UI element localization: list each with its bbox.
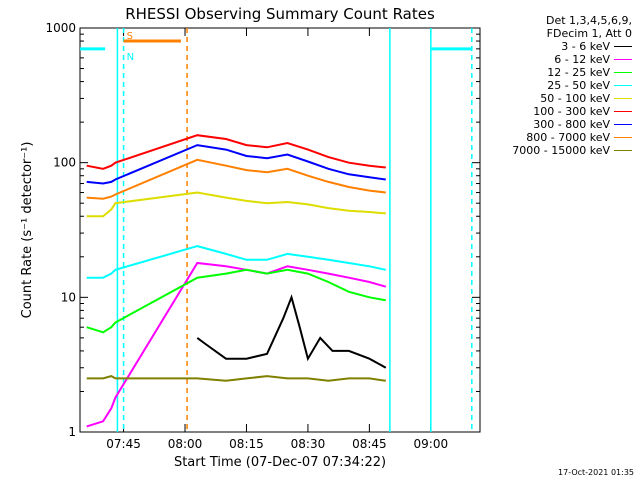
series-line: [86, 158, 386, 200]
legend-header-line-1: Det 1,3,4,5,6,9,: [545, 14, 632, 27]
x-axis-label: Start Time (07-Dec-07 07:34:22): [174, 455, 386, 470]
x-tick-label: 09:00: [414, 437, 449, 451]
series-line: [86, 134, 386, 170]
legend-label: 800 - 7000 keV: [526, 131, 610, 144]
interval-label: S: [127, 31, 133, 42]
x-tick-label: 07:45: [106, 437, 141, 451]
legend-label: 25 - 50 keV: [547, 79, 610, 92]
legend-entry: 300 - 800 keV: [470, 118, 638, 131]
x-tick-label: 08:45: [352, 437, 387, 451]
legend-label: 300 - 800 keV: [533, 118, 610, 131]
x-tick-label: 08:15: [229, 437, 264, 451]
legend-label: 12 - 25 keV: [547, 66, 610, 79]
legend-header-line-2: FDecim 1, Att 0: [546, 27, 632, 40]
y-axis-label: Count Rate (s⁻¹ detector⁻¹): [20, 142, 35, 319]
legend-swatch: [614, 150, 632, 151]
legend-entry: 100 - 300 keV: [470, 105, 638, 118]
legend-entry: 50 - 100 keV: [470, 92, 638, 105]
legend: Det 1,3,4,5,6,9, FDecim 1, Att 0 3 - 6 k…: [470, 14, 638, 157]
y-tick-label: 1000: [45, 21, 76, 35]
legend-entry: 12 - 25 keV: [470, 66, 638, 79]
series-line: [86, 245, 387, 279]
x-tick-label: 08:00: [168, 437, 203, 451]
interval-label: N: [127, 52, 134, 63]
series-lines: [86, 134, 387, 428]
legend-entry: 6 - 12 keV: [470, 53, 638, 66]
legend-entries: 3 - 6 keV 6 - 12 keV 12 - 25 keV 25 - 50 ke…: [470, 40, 638, 157]
chart-title: RHESSI Observing Summary Count Rates: [125, 5, 435, 23]
plot-area: [79, 27, 481, 433]
time-intervals: SN: [80, 28, 473, 432]
legend-swatch: [614, 111, 632, 112]
legend-label: 50 - 100 keV: [540, 92, 610, 105]
legend-entry: 3 - 6 keV: [470, 40, 638, 53]
axis-ticks: 07:45 08:00 08:15 08:30 08:45 09:00 1 10 100 1000: [45, 21, 480, 451]
y-tick-label: 100: [53, 156, 76, 170]
legend-swatch: [614, 46, 632, 47]
legend-swatch: [614, 59, 632, 60]
legend-label: 3 - 6 keV: [561, 40, 610, 53]
y-tick-label: 10: [61, 290, 76, 304]
series-line: [86, 144, 386, 185]
series-line: [86, 268, 386, 334]
legend-swatch: [614, 137, 632, 138]
legend-entry: 800 - 7000 keV: [470, 131, 638, 144]
legend-swatch: [614, 124, 632, 125]
legend-swatch: [614, 85, 632, 86]
series-line: [196, 294, 387, 369]
legend-entry: 7000 - 15000 keV: [470, 144, 638, 157]
legend-swatch: [614, 98, 632, 99]
series-line: [86, 375, 386, 382]
y-tick-label: 1: [68, 425, 76, 439]
series-line: [86, 191, 386, 218]
legend-swatch: [614, 72, 632, 73]
legend-label: 100 - 300 keV: [533, 105, 610, 118]
footer-timestamp: 17-Oct-2021 01:35: [558, 468, 634, 477]
legend-label: 7000 - 15000 keV: [512, 144, 610, 157]
legend-label: 6 - 12 keV: [554, 53, 610, 66]
x-tick-label: 08:30: [291, 437, 326, 451]
legend-entry: 25 - 50 keV: [470, 79, 638, 92]
